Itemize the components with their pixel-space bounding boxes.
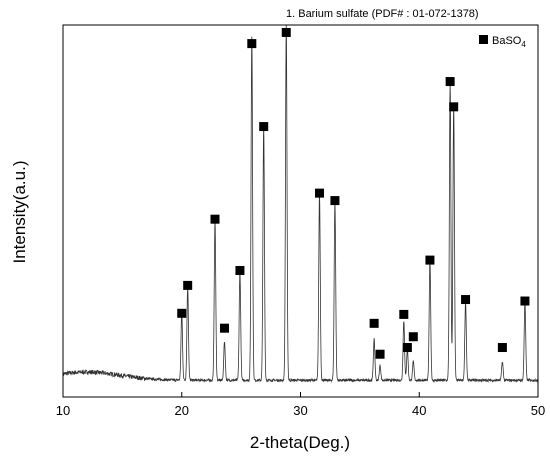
- legend-label-subscript: 4: [521, 40, 526, 49]
- peak-marker: [177, 308, 187, 318]
- peak-marker: [402, 343, 412, 353]
- peak-marker: [445, 77, 455, 87]
- y-axis-label: Intensity(a.u.): [10, 161, 29, 264]
- peak-marker: [281, 27, 291, 37]
- x-tick-label: 10: [56, 403, 70, 418]
- legend: BaSO4: [479, 35, 526, 49]
- peak-marker: [330, 196, 340, 206]
- peak-marker: [449, 102, 459, 112]
- x-axis: 10 20 30 40 50: [56, 392, 545, 418]
- peak-marker: [259, 122, 269, 132]
- peak-marker: [497, 343, 507, 353]
- peak-marker: [235, 266, 245, 276]
- legend-marker: [479, 35, 488, 44]
- series-line: [62, 25, 539, 384]
- peak-marker: [408, 332, 418, 342]
- legend-label-main: BaSO: [492, 35, 522, 47]
- peak-marker: [520, 296, 530, 306]
- x-tick-label: 30: [293, 403, 307, 418]
- x-axis-label: 2-theta(Deg.): [250, 433, 350, 452]
- x-tick-label: 20: [175, 403, 189, 418]
- legend-label: BaSO4: [492, 35, 526, 49]
- peak-marker: [183, 280, 193, 290]
- peak-marker: [210, 214, 220, 224]
- peak-marker: [375, 349, 385, 359]
- peak-marker: [369, 318, 379, 328]
- x-tick-label: 40: [412, 403, 426, 418]
- peak-marker: [399, 309, 409, 319]
- reference-label: 1. Barium sulfate (PDF# : 01-072-1378): [286, 8, 479, 20]
- peak-marker: [425, 255, 435, 265]
- peak-marker: [315, 188, 324, 198]
- plot-layer: [62, 25, 539, 384]
- peak-marker: [461, 295, 471, 305]
- peak-marker: [247, 39, 257, 49]
- peak-marker: [220, 323, 229, 333]
- x-tick-label: 50: [531, 403, 545, 418]
